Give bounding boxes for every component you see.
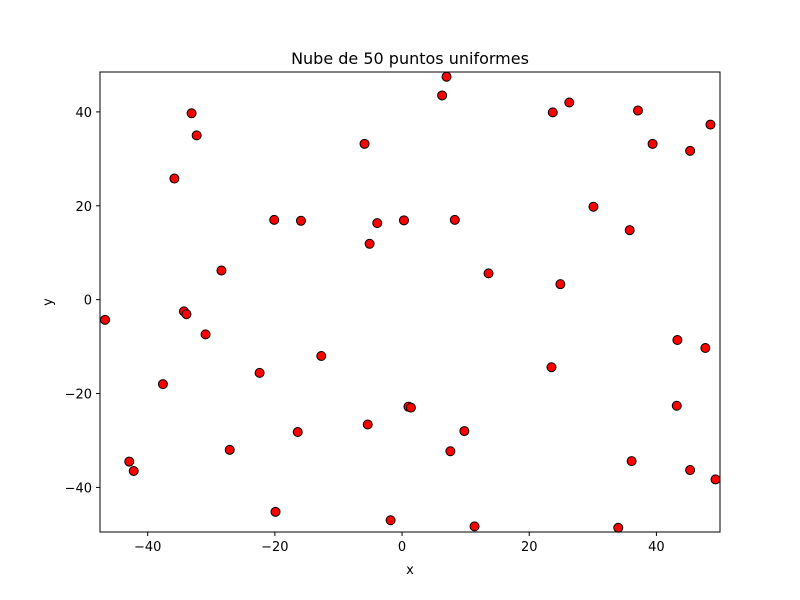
data-point-38 [459, 426, 470, 437]
data-point-48 [469, 521, 480, 532]
data-point-39 [224, 444, 235, 455]
data-point-46 [270, 506, 281, 517]
y-tick-label: 40 [75, 106, 92, 121]
y-tick-label: 20 [75, 200, 92, 215]
data-point-19 [364, 238, 375, 249]
y-tick-label: 0 [84, 294, 92, 309]
x-tick-label: −20 [261, 540, 288, 555]
data-point-15 [398, 215, 409, 226]
data-point-3 [191, 130, 202, 141]
data-point-18 [624, 225, 635, 236]
points-layer [100, 71, 721, 533]
data-point-30 [546, 362, 557, 373]
data-point-22 [555, 279, 566, 290]
data-point-11 [169, 173, 180, 184]
x-axis-label: x [406, 563, 414, 578]
x-tick-label: 20 [521, 540, 538, 555]
data-point-13 [295, 215, 306, 226]
data-point-29 [157, 379, 168, 390]
data-point-6 [632, 105, 643, 116]
data-point-7 [705, 119, 716, 130]
data-point-12 [269, 214, 280, 225]
y-tick-label: −20 [65, 388, 92, 403]
data-point-23 [100, 314, 111, 325]
data-point-47 [385, 515, 396, 526]
x-axis-ticks: −40 −20 0 20 40 [134, 532, 665, 555]
data-point-8 [647, 138, 658, 149]
data-point-44 [128, 465, 139, 476]
data-point-25 [181, 309, 192, 320]
data-point-26 [200, 329, 211, 340]
data-point-17 [588, 201, 599, 212]
data-point-14 [372, 218, 383, 229]
data-point-10 [359, 138, 370, 149]
data-point-2 [186, 108, 197, 119]
data-point-41 [626, 456, 637, 467]
data-point-32 [700, 343, 711, 353]
data-point-49 [613, 522, 624, 533]
data-point-5 [564, 97, 575, 108]
data-point-9 [685, 145, 696, 156]
plot-frame [99, 71, 721, 533]
x-tick-label: 40 [648, 540, 665, 555]
y-axis-ticks: −40 −20 0 20 40 [65, 106, 100, 496]
data-point-1 [437, 90, 448, 101]
data-point-40 [445, 446, 456, 457]
data-point-4 [547, 107, 558, 118]
data-point-35 [405, 402, 416, 413]
chart-title: Nube de 50 puntos uniformes [291, 49, 529, 68]
data-point-33 [671, 400, 682, 411]
data-point-21 [483, 268, 494, 279]
data-point-27 [316, 350, 327, 361]
y-tick-label: −40 [65, 481, 92, 496]
x-tick-label: 0 [398, 540, 406, 555]
data-point-42 [685, 465, 696, 476]
data-point-43 [124, 456, 135, 467]
x-tick-label: −40 [134, 540, 161, 555]
data-point-20 [216, 265, 227, 276]
data-point-36 [362, 419, 373, 430]
data-point-16 [449, 214, 460, 225]
data-point-37 [292, 427, 303, 438]
data-point-31 [672, 335, 683, 346]
data-point-0 [441, 71, 452, 82]
data-point-45 [710, 474, 721, 485]
data-point-28 [254, 367, 265, 378]
y-axis-label: y [41, 298, 56, 306]
